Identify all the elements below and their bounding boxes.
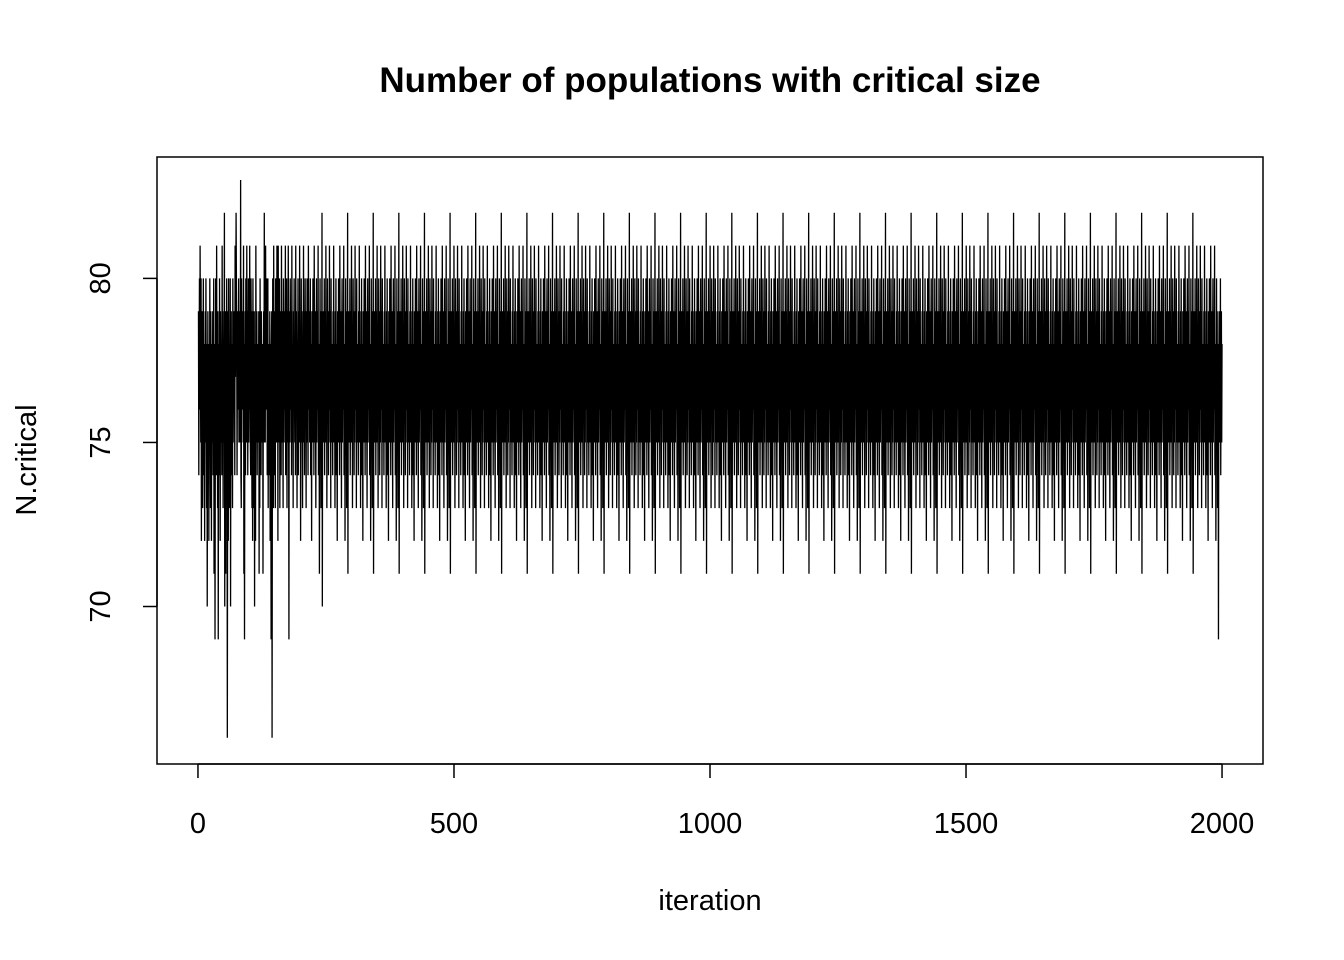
x-tick-label: 1500 <box>934 808 999 840</box>
y-tick-label: 75 <box>85 426 117 458</box>
x-axis: 0 500 1000 1500 2000 <box>190 763 1255 840</box>
x-tick-label: 0 <box>190 808 206 840</box>
y-tick-label: 70 <box>85 590 117 622</box>
x-tick-label: 1000 <box>678 808 743 840</box>
x-tick-label: 2000 <box>1190 808 1255 840</box>
y-axis-label: N.critical <box>11 404 43 515</box>
x-axis-label: iteration <box>658 885 761 917</box>
chart-title: Number of populations with critical size <box>379 61 1040 100</box>
x-tick-label: 500 <box>430 808 478 840</box>
series-line <box>197 179 1223 738</box>
y-axis: 70 75 80 <box>85 262 158 623</box>
y-tick-label: 80 <box>85 262 117 294</box>
